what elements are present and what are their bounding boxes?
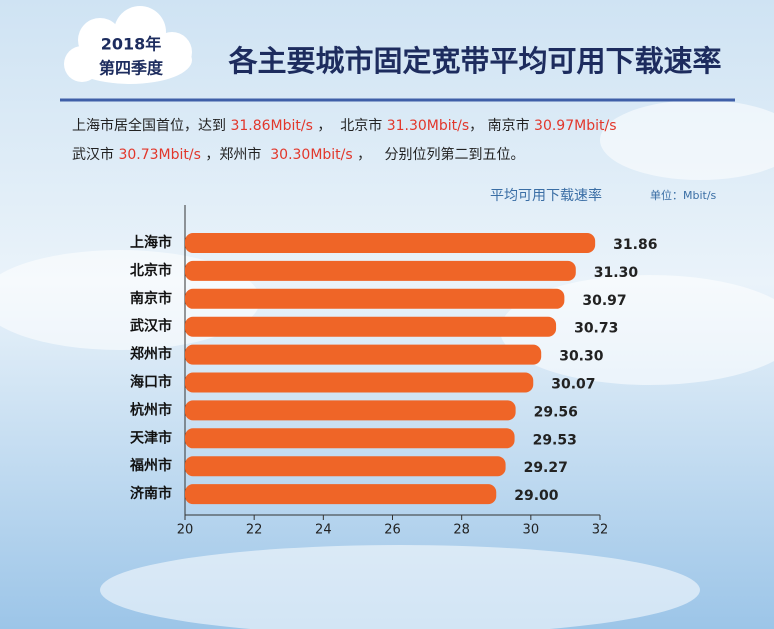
badge-year: 2018年: [101, 35, 162, 54]
bar: [185, 233, 596, 253]
bar: [185, 400, 516, 421]
bar: [185, 316, 557, 337]
description-segment: 30.97Mbit/s: [534, 118, 616, 134]
description-segment: 30.30Mbit/s: [270, 147, 352, 163]
value-label: 31.30: [594, 265, 639, 281]
x-tick-label: 22: [246, 523, 263, 538]
badge-cloud: [64, 6, 192, 84]
x-tick-label: 28: [453, 523, 470, 538]
category-label: 济南市: [130, 485, 172, 502]
category-label: 北京市: [130, 262, 172, 279]
bar: [185, 288, 565, 309]
description-segment: 31.86Mbit/s: [230, 118, 312, 134]
value-label: 29.56: [534, 404, 578, 420]
bar: [185, 428, 515, 449]
bar: [185, 344, 542, 365]
bar: [185, 260, 576, 281]
category-label: 武汉市: [130, 318, 172, 335]
value-label: 31.86: [613, 237, 657, 253]
x-tick-label: 26: [384, 523, 401, 538]
value-label: 30.73: [574, 321, 618, 337]
description-segment: 31.30Mbit/s: [387, 118, 469, 134]
badge-quarter: 第四季度: [99, 59, 164, 78]
category-label: 海口市: [130, 374, 172, 391]
x-tick-label: 24: [315, 523, 332, 538]
value-label: 29.53: [533, 432, 577, 448]
category-label: 郑州市: [130, 346, 172, 363]
category-label: 上海市: [130, 234, 172, 251]
unit-label: 单位：Mbit/s: [650, 188, 717, 202]
chart-title: 各主要城市固定宽带平均可用下载速率: [227, 44, 721, 78]
category-label: 杭州市: [130, 401, 172, 418]
x-tick-label: 30: [523, 523, 540, 538]
bar: [185, 456, 506, 477]
category-label: 天津市: [130, 429, 172, 446]
description-segment: 武汉市: [72, 146, 118, 163]
category-label: 南京市: [130, 290, 172, 307]
description-segment: 30.73Mbit/s: [118, 147, 200, 163]
description-segment: 上海市居全国首位，达到: [72, 117, 230, 134]
value-label: 30.30: [559, 349, 604, 365]
value-label: 30.97: [582, 293, 626, 309]
value-label: 29.27: [524, 460, 568, 476]
x-tick-label: 20: [177, 523, 194, 538]
bar: [185, 484, 497, 505]
axis-label: 平均可用下载速率: [490, 187, 602, 204]
description-segment: ， 北京市: [313, 117, 387, 134]
x-tick-label: 32: [592, 523, 609, 538]
description-line: 武汉市 30.73Mbit/s ，郑州市 30.30Mbit/s ， 分别位列第…: [72, 146, 525, 163]
description-segment: ， 南京市: [469, 117, 534, 134]
value-label: 29.00: [514, 488, 559, 504]
value-label: 30.07: [551, 377, 595, 393]
description-segment: ，郑州市: [201, 146, 270, 163]
description-line: 上海市居全国首位，达到 31.86Mbit/s ， 北京市 31.30Mbit/…: [72, 117, 616, 134]
bar: [185, 372, 534, 393]
category-label: 福州市: [129, 457, 172, 474]
description-segment: ， 分别位列第二到五位。: [353, 146, 525, 163]
